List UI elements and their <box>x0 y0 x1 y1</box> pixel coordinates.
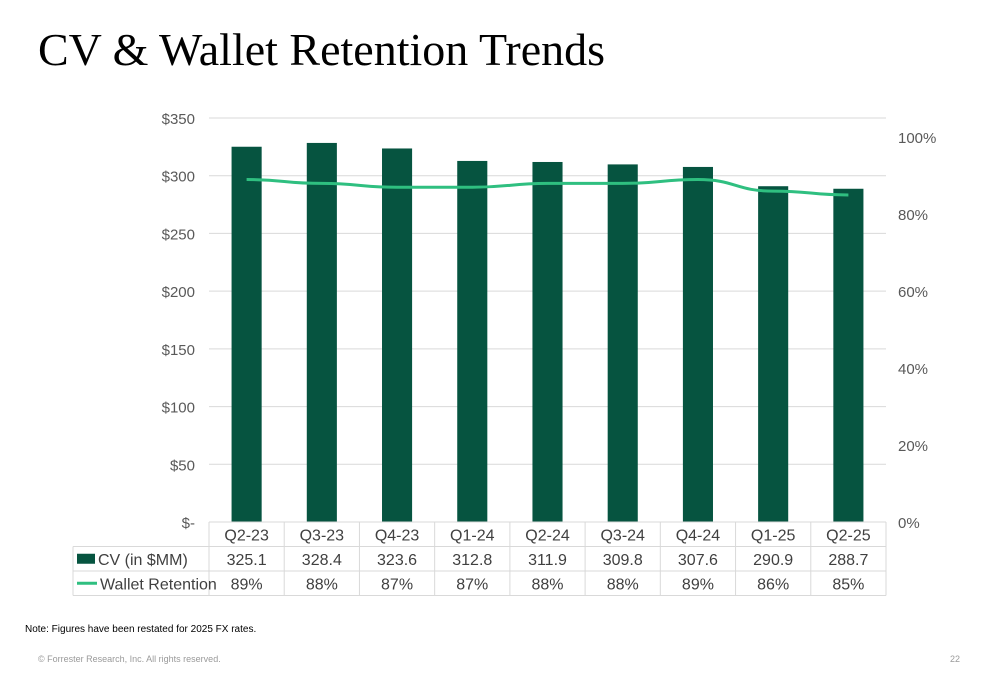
right-tick-label: 60% <box>898 284 928 301</box>
bar <box>833 188 864 522</box>
cv-value-label: 290.9 <box>753 552 793 569</box>
right-tick-label: 20% <box>898 438 928 455</box>
slide-title: CV & Wallet Retention Trends <box>38 24 606 75</box>
line-series <box>246 178 849 197</box>
category-label: Q3-23 <box>300 527 345 544</box>
page-number: 22 <box>949 654 960 664</box>
left-tick-label: $250 <box>162 226 195 243</box>
footnote: Note: Figures have been restated for 202… <box>25 624 257 635</box>
bar <box>532 161 563 523</box>
cv-value-label: 288.7 <box>828 552 868 569</box>
bar <box>231 146 262 523</box>
left-tick-label: $50 <box>170 457 195 474</box>
right-axis: 0% 20% 40% 60% 80% 100% <box>898 130 936 532</box>
bar <box>306 142 337 523</box>
right-tick-label: 80% <box>898 207 928 224</box>
bar <box>682 166 713 522</box>
right-tick-label: 100% <box>898 130 936 147</box>
category-label: Q2-25 <box>826 527 871 544</box>
left-tick-label: $350 <box>162 111 195 128</box>
retention-value-label: 89% <box>682 576 714 593</box>
bar <box>382 148 413 522</box>
retention-value-label: 87% <box>381 576 413 593</box>
left-tick-label: $- <box>182 515 195 532</box>
retention-value-label: 88% <box>531 576 563 593</box>
category-label: Q3-24 <box>600 527 645 544</box>
legend-swatch-cv <box>77 553 95 564</box>
data-table: Q2-23 Q3-23 Q4-23 Q1-24 Q2-24 Q3-24 Q4-24 Q1-25… <box>72 521 887 596</box>
left-axis: $- $50 $100 $150 $200 $250 $300 $350 <box>162 111 195 532</box>
legend-label-retention: Wallet Retention <box>100 576 217 593</box>
category-label: Q1-24 <box>450 527 495 544</box>
bar <box>457 160 488 522</box>
category-label: Q4-23 <box>375 527 420 544</box>
cv-value-label: 325.1 <box>227 552 267 569</box>
category-label: Q2-23 <box>224 527 269 544</box>
bar <box>758 186 789 522</box>
cv-value-label: 328.4 <box>302 552 342 569</box>
retention-value-label: 86% <box>757 576 789 593</box>
right-tick-label: 0% <box>898 515 920 532</box>
retention-value-label: 85% <box>832 576 864 593</box>
copyright-text: © Forrester Research, Inc. All rights re… <box>38 654 221 664</box>
retention-value-label: 89% <box>231 576 263 593</box>
cv-value-label: 311.9 <box>528 552 567 569</box>
left-tick-label: $100 <box>162 400 195 417</box>
bar <box>607 164 638 522</box>
cv-value-label: 307.6 <box>678 552 718 569</box>
retention-line <box>246 178 849 197</box>
legend-label-cv: CV (in $MM) <box>98 552 188 569</box>
cv-value-label: 323.6 <box>377 552 417 569</box>
cv-value-label: 309.8 <box>603 552 643 569</box>
bar-series <box>231 142 864 523</box>
right-tick-label: 40% <box>898 361 928 378</box>
retention-value-label: 87% <box>456 576 488 593</box>
category-label: Q4-24 <box>676 527 721 544</box>
retention-value-label: 88% <box>306 576 338 593</box>
category-label: Q1-25 <box>751 527 796 544</box>
retention-value-label: 88% <box>607 576 639 593</box>
left-tick-label: $300 <box>162 169 195 186</box>
category-label: Q2-24 <box>525 527 570 544</box>
cv-value-label: 312.8 <box>452 552 492 569</box>
left-tick-label: $150 <box>162 342 195 359</box>
left-tick-label: $200 <box>162 284 195 301</box>
